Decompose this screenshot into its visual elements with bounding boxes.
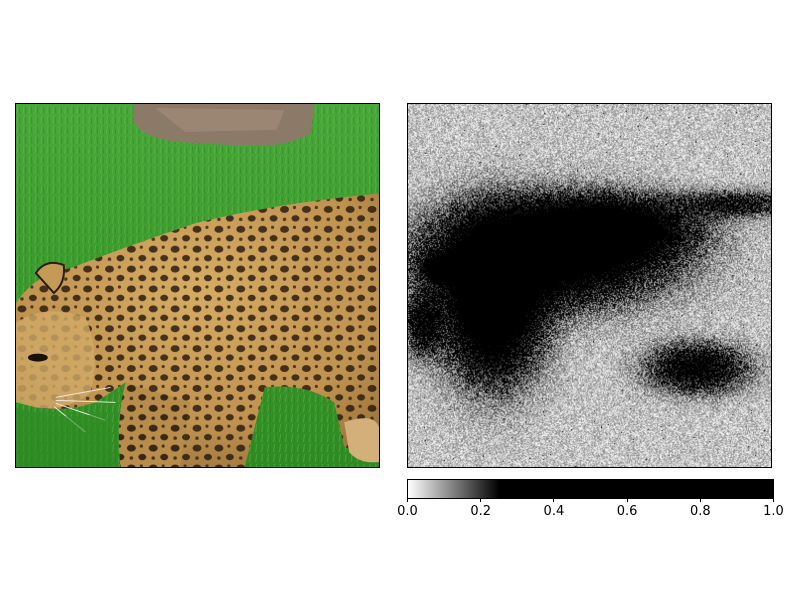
colorbar-tick-mark [407, 498, 408, 502]
saliency-map [407, 103, 772, 468]
colorbar-tick-mark [700, 498, 701, 502]
colorbar-tick-label: 1.0 [754, 504, 794, 519]
colorbar-tick-mark [480, 498, 481, 502]
colorbar-tick-label: 0.0 [388, 504, 428, 519]
colorbar-tick-label: 0.6 [607, 504, 647, 519]
colorbar [407, 479, 774, 499]
colorbar-tick-label: 0.8 [680, 504, 720, 519]
colorbar-tick-label: 0.2 [461, 504, 501, 519]
colorbar-tick-mark [553, 498, 554, 502]
saliency-heatmap [408, 104, 771, 467]
colorbar-tick-mark [773, 498, 774, 502]
colorbar-tick-mark [627, 498, 628, 502]
leopard-image [16, 104, 379, 467]
leopard-photo [15, 103, 380, 468]
colorbar-tick-label: 0.4 [534, 504, 574, 519]
